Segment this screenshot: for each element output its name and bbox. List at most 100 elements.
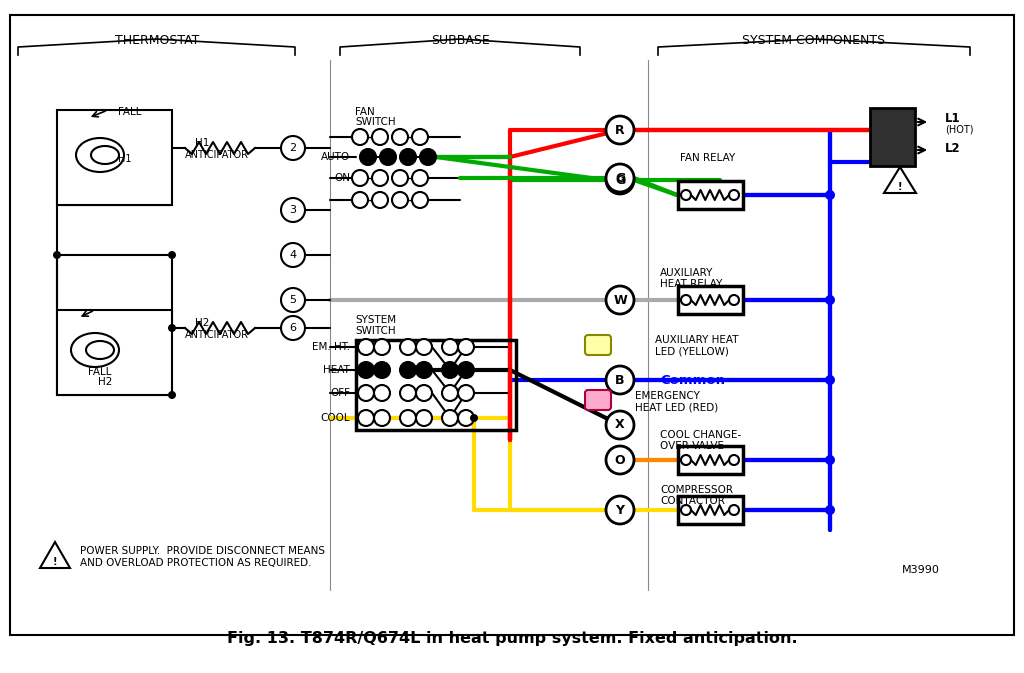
Text: FALL: FALL bbox=[88, 367, 112, 377]
Text: ON: ON bbox=[334, 173, 350, 183]
Text: H2: H2 bbox=[98, 377, 113, 387]
Circle shape bbox=[168, 324, 176, 332]
Text: G: G bbox=[614, 172, 625, 184]
Text: SUBBASE: SUBBASE bbox=[431, 34, 489, 46]
Circle shape bbox=[281, 316, 305, 340]
Ellipse shape bbox=[76, 138, 124, 172]
Polygon shape bbox=[40, 542, 70, 568]
Circle shape bbox=[681, 190, 691, 200]
Circle shape bbox=[606, 166, 634, 194]
Text: CONTACTOR: CONTACTOR bbox=[660, 496, 725, 506]
Text: Y: Y bbox=[615, 503, 625, 516]
Text: SWITCH: SWITCH bbox=[355, 117, 395, 127]
Ellipse shape bbox=[91, 146, 119, 164]
Text: L1: L1 bbox=[945, 112, 961, 125]
Circle shape bbox=[825, 505, 835, 515]
Text: EMERGENCY: EMERGENCY bbox=[635, 391, 699, 401]
Circle shape bbox=[416, 410, 432, 426]
Text: L2: L2 bbox=[945, 141, 961, 155]
Text: O: O bbox=[614, 454, 626, 466]
Circle shape bbox=[392, 192, 408, 208]
Text: AUXILIARY: AUXILIARY bbox=[660, 268, 714, 278]
Circle shape bbox=[416, 385, 432, 401]
FancyBboxPatch shape bbox=[585, 390, 611, 410]
Circle shape bbox=[729, 295, 739, 305]
Text: 3: 3 bbox=[290, 205, 297, 215]
Text: SYSTEM COMPONENTS: SYSTEM COMPONENTS bbox=[742, 34, 886, 46]
Circle shape bbox=[412, 129, 428, 145]
Circle shape bbox=[374, 410, 390, 426]
Polygon shape bbox=[884, 167, 916, 193]
Circle shape bbox=[372, 192, 388, 208]
Text: OVER VALVE: OVER VALVE bbox=[660, 441, 724, 451]
Circle shape bbox=[372, 129, 388, 145]
Text: SYSTEM: SYSTEM bbox=[355, 315, 396, 325]
Circle shape bbox=[380, 149, 396, 165]
Text: OFF: OFF bbox=[330, 388, 350, 398]
Circle shape bbox=[606, 446, 634, 474]
Ellipse shape bbox=[86, 341, 114, 359]
Circle shape bbox=[416, 339, 432, 355]
Circle shape bbox=[360, 149, 376, 165]
Circle shape bbox=[606, 116, 634, 144]
Bar bbox=[678, 181, 743, 209]
Circle shape bbox=[358, 339, 374, 355]
Circle shape bbox=[416, 362, 432, 378]
Circle shape bbox=[400, 362, 416, 378]
Text: LED (YELLOW): LED (YELLOW) bbox=[655, 346, 729, 356]
Circle shape bbox=[374, 385, 390, 401]
Ellipse shape bbox=[71, 333, 119, 367]
Text: FALL: FALL bbox=[118, 107, 141, 117]
Circle shape bbox=[606, 164, 634, 192]
Circle shape bbox=[392, 170, 408, 186]
Circle shape bbox=[729, 505, 739, 515]
Circle shape bbox=[458, 385, 474, 401]
Circle shape bbox=[458, 362, 474, 378]
Circle shape bbox=[374, 339, 390, 355]
Bar bbox=[356, 340, 516, 430]
Circle shape bbox=[606, 411, 634, 439]
Circle shape bbox=[358, 410, 374, 426]
Text: COMPRESSOR: COMPRESSOR bbox=[660, 485, 733, 495]
Text: 2: 2 bbox=[290, 143, 297, 153]
Text: HEAT: HEAT bbox=[324, 365, 350, 375]
Text: EM. HT.: EM. HT. bbox=[312, 342, 350, 352]
Circle shape bbox=[281, 198, 305, 222]
Text: H2: H2 bbox=[195, 318, 209, 328]
Bar bbox=[678, 286, 743, 314]
Circle shape bbox=[442, 410, 458, 426]
Text: G: G bbox=[614, 174, 625, 186]
Circle shape bbox=[281, 136, 305, 160]
Circle shape bbox=[825, 190, 835, 200]
Circle shape bbox=[420, 149, 436, 165]
Circle shape bbox=[825, 375, 835, 385]
Text: COOL: COOL bbox=[321, 413, 350, 423]
Circle shape bbox=[442, 385, 458, 401]
Text: POWER SUPPLY.  PROVIDE DISCONNECT MEANS
AND OVERLOAD PROTECTION AS REQUIRED.: POWER SUPPLY. PROVIDE DISCONNECT MEANS A… bbox=[80, 546, 325, 568]
Circle shape bbox=[825, 455, 835, 465]
Circle shape bbox=[392, 129, 408, 145]
Text: !: ! bbox=[898, 182, 902, 192]
Circle shape bbox=[352, 170, 368, 186]
Circle shape bbox=[606, 496, 634, 524]
Circle shape bbox=[168, 391, 176, 399]
Text: HEAT LED (RED): HEAT LED (RED) bbox=[635, 402, 718, 412]
Circle shape bbox=[729, 190, 739, 200]
Bar bbox=[870, 108, 915, 166]
Circle shape bbox=[458, 339, 474, 355]
Circle shape bbox=[352, 192, 368, 208]
Circle shape bbox=[470, 414, 478, 422]
Text: W: W bbox=[613, 293, 627, 306]
Text: ANTICIPATOR: ANTICIPATOR bbox=[185, 150, 249, 160]
Circle shape bbox=[374, 362, 390, 378]
Text: R: R bbox=[615, 124, 625, 137]
Circle shape bbox=[53, 251, 61, 259]
Circle shape bbox=[358, 362, 374, 378]
Circle shape bbox=[412, 170, 428, 186]
Circle shape bbox=[442, 339, 458, 355]
Bar bbox=[678, 446, 743, 474]
Bar bbox=[57, 110, 172, 205]
Text: 5: 5 bbox=[290, 295, 297, 305]
Text: (HOT): (HOT) bbox=[945, 125, 974, 135]
Circle shape bbox=[281, 243, 305, 267]
